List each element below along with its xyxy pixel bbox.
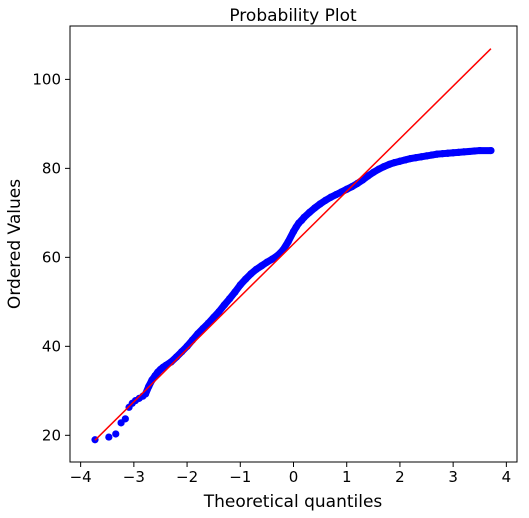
x-tick-label: 1 [342, 468, 352, 486]
chart-title: Probability Plot [229, 6, 357, 26]
data-point [105, 433, 113, 441]
x-tick-label: 3 [448, 468, 458, 486]
y-tick-label: 60 [42, 248, 61, 266]
y-tick-label: 100 [32, 70, 61, 88]
data-marks [91, 48, 495, 444]
y-tick-label: 20 [42, 426, 61, 444]
fit-line [94, 48, 492, 441]
x-tick-label: 0 [289, 468, 299, 486]
data-point [112, 430, 120, 438]
x-tick-label: −2 [176, 468, 198, 486]
x-tick-label: −1 [229, 468, 251, 486]
x-axis-label: Theoretical quantiles [203, 492, 383, 512]
x-tick-label: 2 [395, 468, 405, 486]
x-axis-ticks: −4 −3 −2 −1 0 1 2 3 4 [70, 462, 512, 486]
data-point [487, 146, 495, 155]
y-tick-label: 40 [42, 337, 61, 355]
x-tick-label: −4 [70, 468, 92, 486]
y-tick-label: 80 [42, 159, 61, 177]
y-axis-ticks: 20 40 60 80 100 [32, 70, 70, 444]
x-tick-label: 4 [502, 468, 512, 486]
y-axis-label: Ordered Values [5, 179, 25, 309]
data-point [121, 415, 129, 423]
x-tick-label: −3 [123, 468, 145, 486]
